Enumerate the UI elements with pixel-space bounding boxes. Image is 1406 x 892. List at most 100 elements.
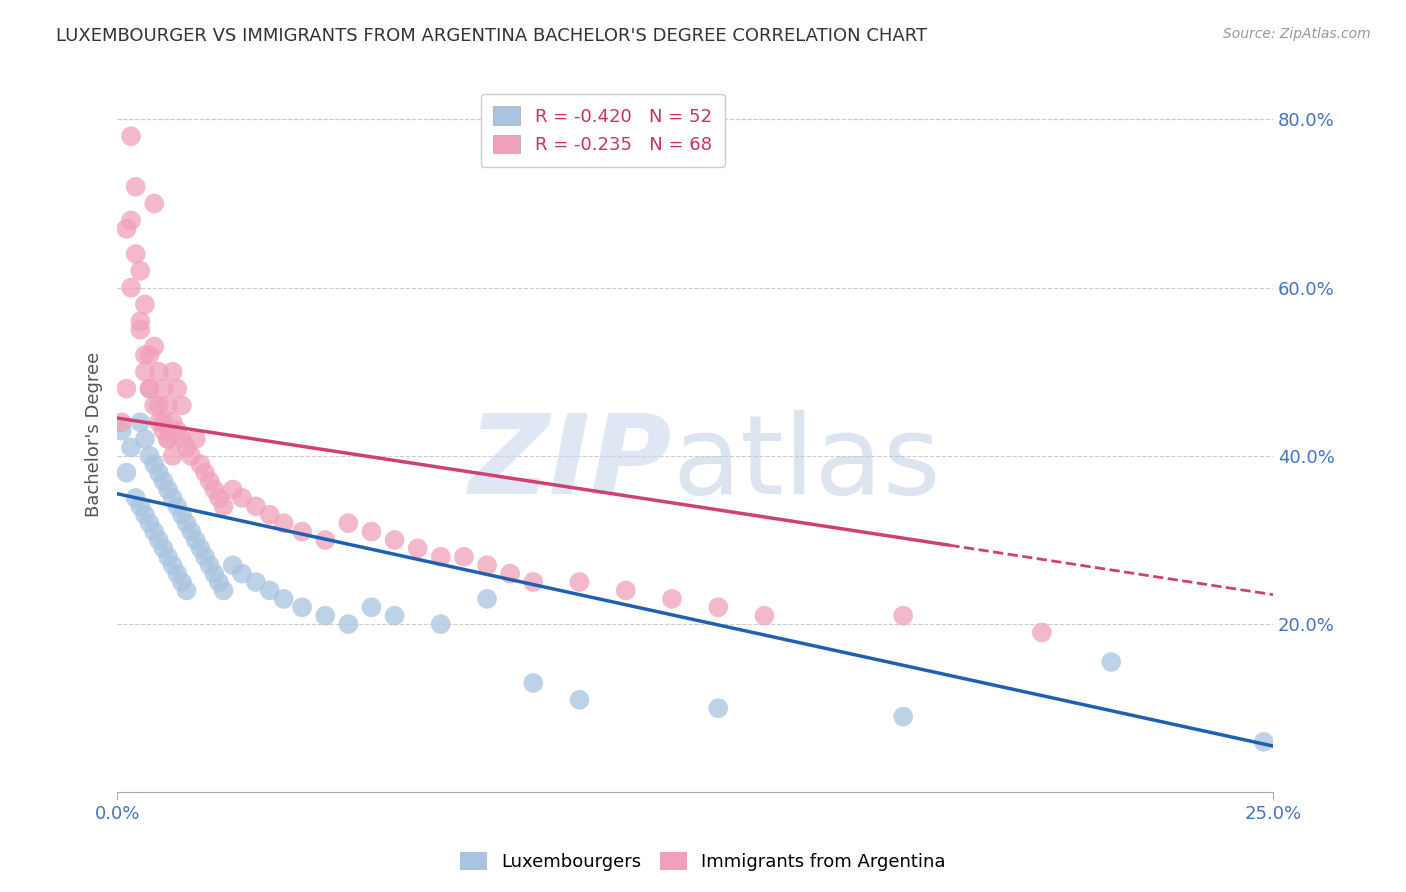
Point [152,382,174,396]
Point [1031,625,1053,640]
Point [138,516,160,531]
Point [170,432,193,446]
Point [134,348,156,362]
Legend: Luxembourgers, Immigrants from Argentina: Luxembourgers, Immigrants from Argentina [453,845,953,879]
Point [198,558,221,573]
Point [194,466,217,480]
Point [475,558,498,573]
Point [194,549,217,564]
Point [162,449,184,463]
Point [120,281,142,295]
Point [222,558,245,573]
Point [291,524,314,539]
Text: LUXEMBOURGER VS IMMIGRANTS FROM ARGENTINA BACHELOR'S DEGREE CORRELATION CHART: LUXEMBOURGER VS IMMIGRANTS FROM ARGENTIN… [56,27,928,45]
Point [231,566,253,581]
Point [134,508,156,522]
Point [143,524,166,539]
Point [522,676,544,690]
Point [111,424,134,438]
Point [754,608,776,623]
Point [198,474,221,488]
Point [222,483,245,497]
Point [314,533,336,547]
Point [138,382,160,396]
Point [134,365,156,379]
Point [166,424,188,438]
Point [111,415,134,429]
Point [129,415,152,429]
Point [291,600,314,615]
Legend: R = -0.420   N = 52, R = -0.235   N = 68: R = -0.420 N = 52, R = -0.235 N = 68 [481,94,724,167]
Point [162,558,184,573]
Point [129,314,152,328]
Point [475,591,498,606]
Point [148,415,170,429]
Point [184,533,207,547]
Point [202,483,225,497]
Point [157,432,180,446]
Point [162,491,184,505]
Point [143,458,166,472]
Point [115,382,138,396]
Point [406,541,429,556]
Point [115,222,138,236]
Point [129,323,152,337]
Point [125,179,148,194]
Point [143,196,166,211]
Point [162,365,184,379]
Point [125,491,148,505]
Point [384,533,406,547]
Point [259,583,281,598]
Point [245,575,267,590]
Point [337,516,360,531]
Point [143,399,166,413]
Point [1099,655,1122,669]
Text: ZIP: ZIP [468,410,672,517]
Point [134,432,156,446]
Point [148,399,170,413]
Point [1253,735,1275,749]
Point [661,591,683,606]
Point [190,541,212,556]
Point [148,533,170,547]
Point [212,583,235,598]
Point [245,500,267,514]
Point [208,491,231,505]
Point [157,432,180,446]
Point [891,608,914,623]
Point [134,297,156,311]
Point [384,608,406,623]
Point [129,500,152,514]
Point [568,693,591,707]
Point [891,709,914,723]
Point [707,600,730,615]
Point [125,247,148,261]
Point [157,549,180,564]
Point [259,508,281,522]
Point [129,264,152,278]
Point [360,600,382,615]
Point [360,524,382,539]
Point [157,399,180,413]
Point [176,516,198,531]
Point [453,549,475,564]
Point [152,541,174,556]
Point [143,340,166,354]
Point [184,432,207,446]
Point [152,415,174,429]
Point [614,583,637,598]
Point [314,608,336,623]
Point [273,516,295,531]
Point [231,491,253,505]
Point [430,549,453,564]
Point [138,449,160,463]
Point [170,399,193,413]
Point [170,508,193,522]
Point [120,213,142,227]
Y-axis label: Bachelor's Degree: Bachelor's Degree [86,352,103,517]
Point [337,617,360,632]
Point [176,441,198,455]
Point [273,591,295,606]
Point [190,458,212,472]
Point [166,566,188,581]
